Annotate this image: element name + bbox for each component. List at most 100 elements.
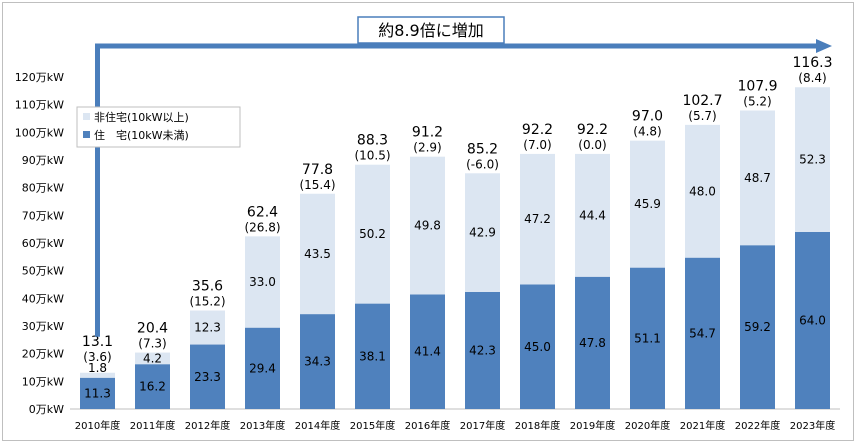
bar-non-residential	[300, 193, 335, 315]
annotation-text: 約8.9倍に増加	[378, 21, 483, 40]
y-tick-label: 50万kW	[22, 265, 64, 278]
bar-label-residential: 29.4	[249, 361, 276, 375]
bar-residential	[630, 267, 665, 409]
y-tick-label: 80万kW	[22, 182, 64, 195]
x-tick-label: 2011年度	[130, 419, 175, 432]
x-tick-label: 2018年度	[515, 419, 560, 432]
bar-residential	[300, 314, 335, 409]
y-axis: 0万kW 10万kW 20万kW 30万kW 40万kW 50万kW 60万kW 70万kW 8…	[15, 71, 840, 416]
bar-label-residential: 41.4	[414, 345, 441, 359]
bar-residential	[575, 276, 610, 409]
bar-growth-label: (5.7)	[688, 109, 716, 123]
bar-growth-label: (4.8)	[633, 125, 661, 139]
bar-non-residential	[135, 352, 170, 365]
y-tick-label: 110万kW	[15, 99, 64, 112]
growth-arrow-line	[95, 43, 818, 337]
y-tick-label: 40万kW	[22, 292, 64, 305]
x-tick-label: 2016年度	[405, 419, 450, 432]
bar-growth-label: (7.0)	[523, 138, 551, 152]
bar-residential	[795, 231, 830, 409]
bar-total-label: 116.3	[792, 55, 832, 71]
bar-growth-label: (-6.0)	[466, 157, 499, 171]
bar-non-residential	[465, 173, 500, 292]
bar-non-residential	[630, 140, 665, 268]
bar-non-residential	[740, 110, 775, 246]
bar-growth-label: (26.8)	[244, 220, 280, 234]
bar-label-non-residential: 33.0	[249, 275, 276, 289]
bar-label-non-residential: 49.8	[414, 219, 441, 233]
y-tick-label: 10万kW	[22, 375, 64, 388]
x-tick-label: 2017年度	[460, 419, 505, 432]
bar-label-residential: 45.0	[524, 340, 551, 354]
bar-growth-label: (10.5)	[354, 149, 390, 163]
y-tick-label: 90万kW	[22, 154, 64, 167]
bar-total-label: 97.0	[632, 109, 663, 125]
bar-total-label: 88.3	[357, 133, 388, 149]
bar-total-label: 13.1	[82, 334, 113, 350]
bar-label-residential: 64.0	[799, 313, 826, 327]
y-tick-label: 100万kW	[15, 126, 64, 139]
x-tick-label: 2020年度	[625, 419, 670, 432]
x-tick-label: 2015年度	[350, 419, 395, 432]
bar-label-residential: 34.3	[304, 355, 331, 369]
bar-residential	[190, 344, 225, 409]
data-labels: 11.3 1.8(3.6)13.1 16.2 4.2(7.3)20.4 23.3 12.3…	[82, 55, 833, 400]
y-tick-label: 30万kW	[22, 320, 64, 333]
bar-residential	[135, 364, 170, 409]
bar-total-label: 77.8	[302, 162, 333, 178]
x-tick-label: 2022年度	[735, 419, 780, 432]
legend-box	[76, 106, 241, 148]
bar-growth-label: (15.2)	[189, 295, 225, 309]
legend-swatch-residential	[83, 131, 90, 138]
bar-residential	[685, 257, 720, 409]
annotation-box	[357, 16, 505, 44]
bar-total-label: 20.4	[137, 321, 168, 337]
x-tick-label: 2012年度	[185, 419, 230, 432]
bar-label-non-residential: 48.7	[744, 171, 771, 185]
legend-label-residential: 住 宅(10kW未満)	[94, 128, 189, 142]
y-tick-label: 70万kW	[22, 209, 64, 222]
bar-growth-label: (2.9)	[413, 141, 441, 155]
bar-label-non-residential: 1.8	[88, 361, 107, 375]
bar-label-residential: 23.3	[194, 370, 221, 384]
y-tick-label: 20万kW	[22, 348, 64, 361]
x-axis: 2010年度 2011年度 2012年度 2013年度 2014年度 2015年度 2016…	[75, 419, 835, 432]
bar-total-label: 92.2	[522, 122, 553, 138]
bar-non-residential	[80, 372, 115, 378]
growth-arrow-head	[816, 39, 832, 53]
bar-label-non-residential: 52.3	[799, 153, 826, 167]
bar-non-residential	[575, 153, 610, 277]
bar-label-residential: 47.8	[579, 336, 606, 350]
bar-non-residential	[190, 310, 225, 345]
bar-label-non-residential: 48.0	[689, 184, 716, 198]
y-tick-label: 60万kW	[22, 237, 64, 250]
bar-growth-label: (8.4)	[798, 71, 826, 85]
bar-total-label: 102.7	[682, 93, 722, 109]
bar-residential	[355, 303, 390, 409]
bar-label-residential: 54.7	[689, 326, 716, 340]
bar-non-residential	[520, 153, 555, 285]
bar-total-label: 85.2	[467, 141, 498, 157]
bar-label-non-residential: 45.9	[634, 197, 661, 211]
bar-residential	[245, 327, 280, 409]
annotation-callout: 約8.9倍に増加	[357, 16, 505, 44]
bar-label-residential: 42.3	[469, 343, 496, 357]
bar-non-residential	[355, 164, 390, 304]
bars	[80, 87, 830, 409]
bar-total-label: 35.6	[192, 279, 223, 295]
bar-residential	[80, 377, 115, 409]
x-tick-label: 2014年度	[295, 419, 340, 432]
bar-label-residential: 59.2	[744, 320, 771, 334]
x-tick-label: 2021年度	[680, 419, 725, 432]
y-tick-label: 0万kW	[29, 403, 64, 416]
legend-swatch-non-residential	[83, 113, 90, 120]
bar-label-residential: 11.3	[84, 386, 111, 400]
bar-growth-label: (5.2)	[743, 94, 771, 108]
bar-label-non-residential: 12.3	[194, 321, 221, 335]
bar-growth-label: (0.0)	[578, 138, 606, 152]
bar-growth-label: (15.4)	[299, 178, 335, 192]
bar-total-label: 107.9	[737, 78, 777, 94]
bar-total-label: 92.2	[577, 122, 608, 138]
bar-label-residential: 16.2	[139, 380, 166, 394]
